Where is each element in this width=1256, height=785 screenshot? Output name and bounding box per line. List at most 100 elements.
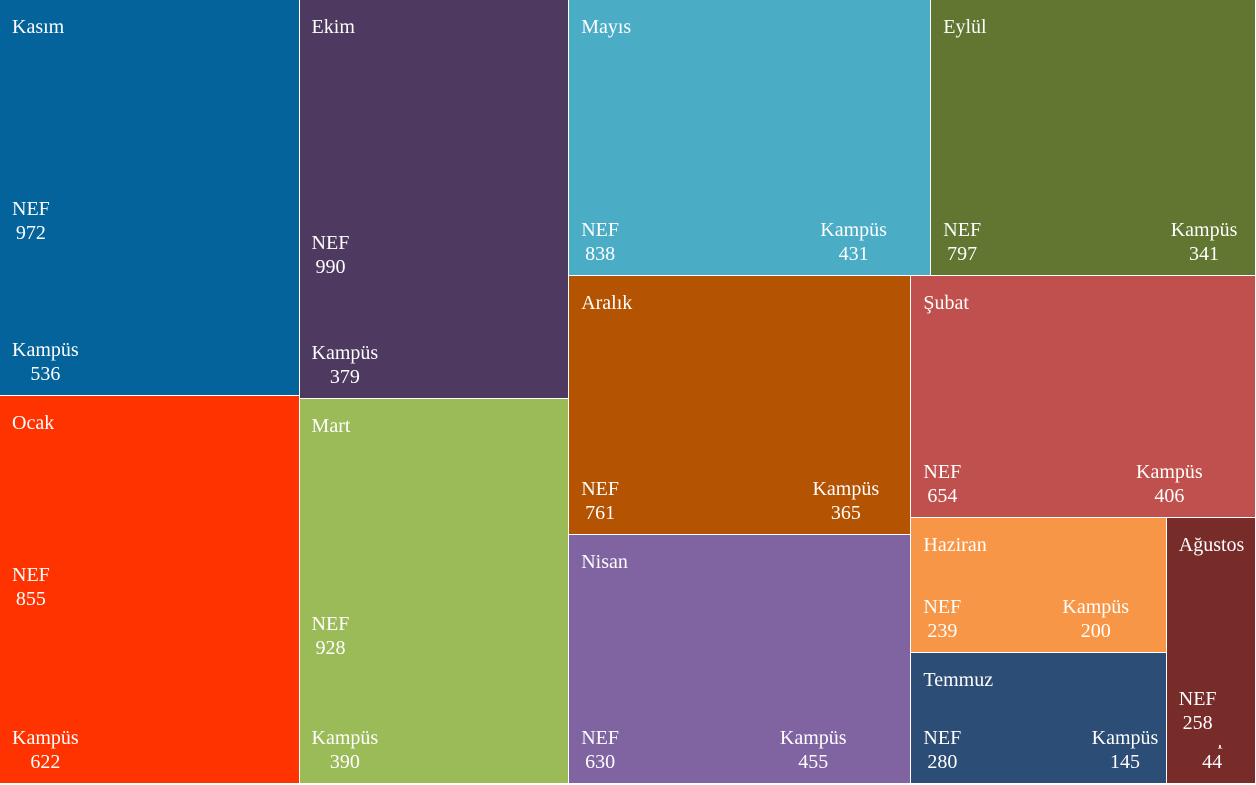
child-name: Kampüs bbox=[311, 726, 379, 749]
child-value: 341 bbox=[1189, 242, 1220, 265]
label-block: NEF 855 bbox=[12, 563, 50, 611]
child-value: 928 bbox=[315, 637, 346, 660]
tile: Aralık NEF 761 Kampüs 365 bbox=[569, 275, 912, 535]
child-tile: Kampüs 200 bbox=[1050, 517, 1166, 653]
child-value: 797 bbox=[947, 242, 978, 265]
label-block: NEF 258 bbox=[1179, 687, 1217, 735]
group-label: Aralık bbox=[581, 291, 633, 314]
child-tile: Kampüs 145 bbox=[1079, 653, 1166, 783]
child-tile: NEF 797 bbox=[931, 0, 1159, 275]
child-value: 536 bbox=[30, 363, 61, 386]
child-label: NEF 838 bbox=[581, 218, 804, 266]
label-block: NEF 928 bbox=[312, 612, 350, 660]
child-tile: NEF 258 bbox=[1166, 517, 1255, 746]
tile: Mayıs NEF 838 Kampüs 431 bbox=[569, 0, 932, 276]
child-label: NEF 761 bbox=[581, 477, 796, 525]
child-value: 379 bbox=[329, 366, 360, 389]
child-label: Kampüs 622 bbox=[12, 726, 296, 774]
child-value: 390 bbox=[329, 750, 360, 773]
child-value: 239 bbox=[927, 620, 958, 643]
child-label: NEF 239 bbox=[923, 595, 1046, 643]
child-value: 200 bbox=[1080, 620, 1111, 643]
child-name: Kampüs bbox=[311, 342, 379, 365]
label-block: Kampüs 431 bbox=[820, 218, 887, 266]
child-label: NEF 972 bbox=[12, 197, 296, 245]
group-label: Mart bbox=[311, 415, 351, 438]
child-name: NEF bbox=[311, 613, 350, 636]
child-tile: Kampüs 431 bbox=[808, 0, 931, 275]
child-label: NEF 630 bbox=[581, 726, 764, 774]
child-value: 761 bbox=[585, 501, 616, 524]
child-label: NEF 928 bbox=[312, 612, 566, 660]
child-value: 406 bbox=[1154, 484, 1185, 507]
label-block: Kampüs 390 bbox=[312, 726, 379, 774]
child-name: Kampüs bbox=[820, 218, 887, 241]
label-block: NEF 838 bbox=[581, 218, 619, 266]
label-block: Kampüs44 bbox=[1179, 745, 1246, 774]
child-label: NEF 280 bbox=[923, 726, 1075, 774]
child-value: 622 bbox=[30, 750, 61, 773]
child-label: Kampüs 341 bbox=[1171, 218, 1252, 266]
child-tile: Kampüs 365 bbox=[800, 275, 911, 534]
label-block: Kampüs 365 bbox=[812, 477, 879, 525]
group-label: Nisan bbox=[581, 550, 628, 573]
child-value: 44 bbox=[1202, 750, 1223, 773]
child-name: Kampüs bbox=[12, 339, 79, 362]
group-label: Şubat bbox=[923, 291, 969, 314]
child-name: Kampüs bbox=[12, 726, 79, 749]
label-block: Kampüs 200 bbox=[1062, 595, 1129, 643]
tile: Ekim NEF 990 Kampüs 379 bbox=[299, 0, 570, 400]
child-label: Kampüs 200 bbox=[1062, 595, 1162, 643]
child-tile: Kampüs 341 bbox=[1158, 0, 1255, 275]
child-label: NEF 855 bbox=[12, 563, 296, 611]
child-tile: Kampüs 379 bbox=[299, 288, 569, 399]
label-block: Kampüs 145 bbox=[1092, 726, 1159, 774]
child-tile: Kampüs 536 bbox=[0, 255, 299, 396]
child-name: NEF bbox=[581, 218, 619, 241]
child-tile: Kampüs 390 bbox=[299, 670, 569, 783]
label-block: Kampüs 622 bbox=[12, 726, 79, 774]
child-label: Kampüs 431 bbox=[820, 218, 927, 266]
child-tile: NEF 654 bbox=[911, 275, 1124, 517]
child-label: Kampüs 390 bbox=[312, 726, 566, 774]
tile: Ocak NEF 855 Kampüs 622 bbox=[0, 396, 300, 784]
child-value: 990 bbox=[315, 255, 346, 278]
child-name: Kampüs bbox=[1136, 460, 1203, 483]
child-name: NEF bbox=[923, 726, 962, 749]
child-value: 838 bbox=[585, 242, 616, 265]
child-name: NEF bbox=[581, 477, 619, 500]
group-label: Ağustos bbox=[1178, 533, 1245, 556]
label-block: Kampüs 536 bbox=[12, 338, 79, 386]
group-label: Temmuz bbox=[923, 669, 994, 692]
child-value: 145 bbox=[1109, 750, 1140, 773]
tile: Mart NEF 928 Kampüs 390 bbox=[299, 399, 570, 784]
group-label: Ekim bbox=[311, 16, 355, 38]
child-label: Kampüs44 bbox=[1179, 745, 1252, 774]
group-label: Eylül bbox=[943, 16, 987, 38]
child-label: Kampüs 145 bbox=[1092, 726, 1163, 774]
tile: Temmuz NEF 280 Kampüs 145 bbox=[911, 653, 1167, 784]
label-block: NEF 972 bbox=[12, 197, 50, 245]
child-tile: NEF 280 bbox=[911, 653, 1080, 783]
label-block: NEF 239 bbox=[923, 595, 961, 643]
child-tile: NEF 630 bbox=[569, 534, 768, 783]
label-block: Kampüs 379 bbox=[312, 341, 379, 389]
child-tile: Kampüs44 bbox=[1166, 745, 1255, 783]
child-value: 280 bbox=[927, 750, 958, 773]
child-value: 258 bbox=[1182, 712, 1213, 735]
label-block: Kampüs 406 bbox=[1136, 460, 1203, 508]
child-label: Kampüs 379 bbox=[312, 341, 566, 389]
child-name: Kampüs bbox=[812, 477, 880, 500]
child-tile: NEF 855 bbox=[0, 396, 299, 621]
child-name: NEF bbox=[311, 231, 350, 254]
child-label: Kampüs 455 bbox=[780, 726, 908, 774]
child-label: Kampüs 536 bbox=[12, 338, 296, 386]
child-tile: NEF 928 bbox=[299, 399, 569, 671]
tile: Nisan NEF 630 Kampüs 455 bbox=[569, 534, 912, 784]
label-block: NEF 654 bbox=[923, 460, 961, 508]
label-block: NEF 797 bbox=[943, 218, 981, 266]
group-label: Haziran bbox=[923, 533, 987, 556]
label-block: NEF 761 bbox=[581, 477, 619, 525]
child-name: Kampüs bbox=[1170, 218, 1238, 241]
